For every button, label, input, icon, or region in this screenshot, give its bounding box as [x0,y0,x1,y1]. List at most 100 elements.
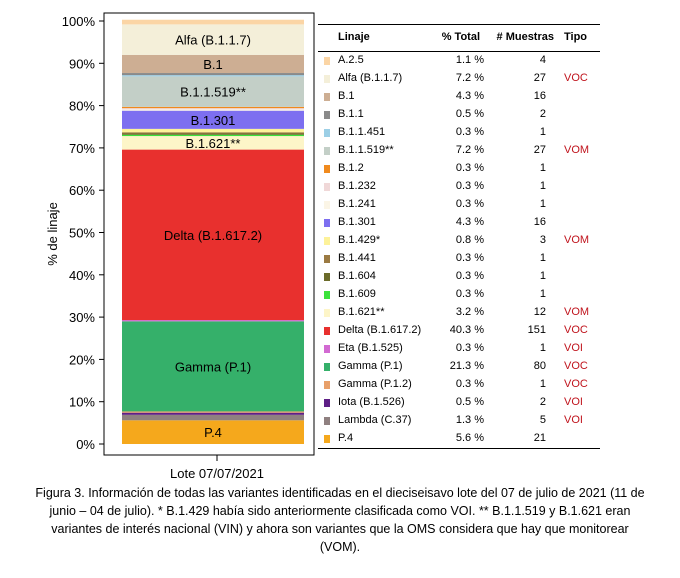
lineage-pct: 21.3 % [449,360,484,372]
bar-segment-label: Delta (B.1.617.2) [164,228,262,243]
y-tick-label: 90% [69,56,95,71]
lineage-name: B.1.2 [338,162,364,174]
legend-swatch [324,237,330,245]
lineage-name: B.1 [338,90,355,102]
table-row: B.1.1.451 0.3 % 1 [318,124,600,142]
lineage-name: Delta (B.1.617.2) [338,324,422,336]
legend-swatch [324,165,330,173]
bar-segment [122,110,304,129]
table-row: B.1.2 0.3 % 1 [318,160,600,178]
stacked-bar-chart: % de linaje 0% 10% 20% 30% 40% 50% 60% 70% 80% 90… [45,12,315,481]
bar-segment [122,133,304,135]
lineage-count: 2 [539,108,546,120]
bar-segment [122,420,304,444]
legend-swatch [324,129,330,137]
lineage-pct: 1.3 % [455,414,484,426]
col-header-pct: % Total [441,31,480,43]
lineage-pct: 3.2 % [455,306,484,318]
lineage-pct: 7.2 % [455,144,484,156]
bar-segment [122,106,304,109]
bar-segment [122,149,304,321]
lineage-count: 16 [533,90,546,102]
legend-swatch [324,363,330,371]
lineage-count: 12 [533,306,546,318]
lineage-count: 2 [539,396,546,408]
lineage-pct: 0.3 % [455,342,484,354]
lineage-name: Alfa (B.1.1.7) [338,72,403,84]
table-row: Iota (B.1.526) 0.5 % 2 VOI [318,394,600,412]
table-row: Gamma (P.1) 21.3 % 80 VOC [318,358,600,376]
bar-segment [122,75,304,77]
table-row: P.4 5.6 % 21 [318,430,600,448]
y-tick-label: 60% [69,183,95,198]
bar-segment [122,134,304,137]
y-tick-label: 0% [76,437,95,452]
lineage-name: B.1.441 [338,252,376,264]
lineage-pct: 0.3 % [455,378,484,390]
lineage-type: VOC [564,324,588,336]
y-tick-label: 30% [69,310,95,325]
bar-segment [122,320,304,322]
bar-segment [122,412,304,415]
legend-swatch [324,147,330,155]
lineage-count: 1 [539,342,546,354]
table-row: B.1.1 0.5 % 2 [318,106,600,124]
y-tick-label: 70% [69,141,95,156]
legend-swatch [324,219,330,227]
lineage-pct: 0.3 % [455,126,484,138]
lineage-name: Gamma (P.1.2) [338,378,412,390]
legend-swatch [324,417,330,425]
lineage-pct: 1.1 % [455,54,484,66]
bar-segment [122,76,304,107]
y-tick-label: 50% [69,226,95,241]
lineage-pct: 0.3 % [455,270,484,282]
bar-segment [122,109,304,111]
table-row: Gamma (P.1.2) 0.3 % 1 VOC [318,376,600,394]
plot-frame [103,12,315,456]
lineage-count: 3 [539,234,546,246]
y-axis-label: % de linaje [45,202,60,266]
legend-swatch [324,291,330,299]
lineage-type: VOC [564,72,588,84]
table-header: Linaje % Total # Muestras Tipo [318,24,600,52]
table-row: B.1.241 0.3 % 1 [318,196,600,214]
lineage-name: Eta (B.1.525) [338,342,403,354]
lineage-pct: 4.3 % [455,216,484,228]
lineage-name: B.1.604 [338,270,376,282]
legend-swatch [324,273,330,281]
lineage-type: VOI [564,342,583,354]
table-row: B.1.301 4.3 % 16 [318,214,600,232]
bar-segment-label: Alfa (B.1.1.7) [175,33,251,48]
table-row: B.1.621** 3.2 % 12 VOM [318,304,600,322]
lineage-count: 21 [533,432,546,444]
lineage-type: VOM [564,234,590,246]
lineage-type: VOI [564,396,583,408]
lineage-pct: 0.5 % [455,396,484,408]
lineage-count: 27 [533,72,546,84]
lineage-name: B.1.621** [338,306,385,318]
table-body: A.2.5 1.1 % 4 Alfa (B.1.1.7) 7.2 % 27 VOC B.1 4.… [318,52,600,448]
table-row: B.1 4.3 % 16 [318,88,600,106]
lineage-pct: 4.3 % [455,90,484,102]
bar-segment-label: B.1.301 [191,113,236,128]
bar-segment [122,411,304,413]
lineage-name: B.1.241 [338,198,376,210]
legend-swatch [324,309,330,317]
table-row: Eta (B.1.525) 0.3 % 1 VOI [318,340,600,358]
bar-segment [122,414,304,421]
legend-swatch [324,201,330,209]
lineage-type: VOC [564,360,588,372]
y-tick-label: 80% [69,99,95,114]
lineage-type: VOM [564,144,590,156]
col-header-linaje: Linaje [338,31,370,43]
bar-segment [122,321,304,412]
lineage-pct: 0.3 % [455,162,484,174]
table-row: B.1.429* 0.8 % 3 VOM [318,232,600,250]
lineage-count: 1 [539,162,546,174]
lineage-type: VOC [564,378,588,390]
legend-swatch [324,345,330,353]
x-tick-label: Lote 07/07/2021 [170,466,264,481]
bar-segment-label: B.1.621** [186,136,241,151]
lineage-pct: 40.3 % [449,324,484,336]
lineage-count: 1 [539,180,546,192]
